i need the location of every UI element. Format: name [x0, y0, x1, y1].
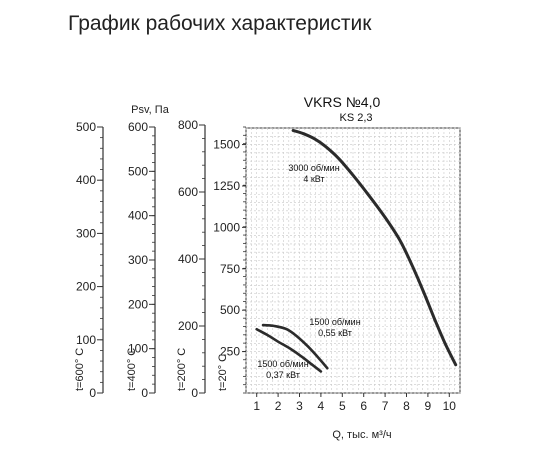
x-tick-label: 6 — [360, 399, 367, 413]
temp-axis-label: t=600° C — [74, 348, 86, 391]
series-label: 3000 об/мин — [288, 163, 339, 173]
series-label: 1500 об/мин — [309, 317, 360, 327]
temp-axis-tick-label: 100 — [128, 342, 148, 356]
y-axis-title: Psv, Па — [131, 104, 170, 116]
series-label: 0,55 кВт — [318, 328, 352, 338]
temp-axis-label: t=200° C — [176, 348, 188, 391]
temp-axis-tick-label: 300 — [76, 226, 96, 240]
temp-axis-tick-label: 400 — [76, 173, 96, 187]
y-tick-label: 750 — [220, 262, 240, 276]
x-tick-label: 8 — [403, 399, 410, 413]
series-line — [261, 323, 329, 370]
x-axis-title: Q, тыс. м³/ч — [332, 429, 391, 441]
series-label: 4 кВт — [303, 174, 324, 184]
y-tick-label: 1500 — [213, 138, 240, 152]
y-tick-label: 1250 — [213, 179, 240, 193]
temp-axis-tick-label: 200 — [76, 280, 96, 294]
temp-axis-tick-label: 0 — [191, 386, 198, 400]
series-label: 1500 об/мин — [257, 359, 308, 369]
x-tick-label: 7 — [382, 399, 389, 413]
x-tick-label: 4 — [318, 399, 325, 413]
series-line — [291, 129, 458, 367]
temp-axis-tick-label: 400 — [128, 209, 148, 223]
temp-axis-label: t=400° C — [126, 348, 138, 391]
x-tick-label: 5 — [339, 399, 346, 413]
x-tick-label: 1 — [253, 399, 260, 413]
temp-axis-tick-label: 600 — [128, 120, 148, 134]
temp-axis-tick-label: 500 — [128, 164, 148, 178]
x-tick-label: 10 — [443, 399, 457, 413]
series-label: 0,37 кВт — [266, 370, 300, 380]
chart-title: VKRS №4,0 — [304, 94, 381, 110]
chart-subtitle: KS 2,3 — [339, 112, 372, 124]
temp-axis-tick-label: 500 — [76, 120, 96, 134]
temp-axis-tick-label: 600 — [178, 185, 198, 199]
page-title: График рабочих характеристик — [68, 12, 372, 35]
temp-axis-tick-label: 800 — [178, 118, 198, 132]
temp-axis-tick-label: 300 — [128, 253, 148, 267]
series-line — [255, 327, 323, 373]
y-tick-label: 500 — [220, 303, 240, 317]
y-tick-label: 1000 — [213, 220, 240, 234]
y-tick-label: 250 — [220, 345, 240, 359]
x-tick-label: 9 — [425, 399, 432, 413]
temp-axis-tick-label: 100 — [76, 333, 96, 347]
temp-axis-tick-label: 200 — [178, 319, 198, 333]
x-tick-label: 3 — [296, 399, 303, 413]
temp-axis-tick-label: 0 — [141, 386, 148, 400]
temp-axis-tick-label: 200 — [128, 297, 148, 311]
temp-axis-tick-label: 400 — [178, 252, 198, 266]
x-tick-label: 2 — [275, 399, 282, 413]
temp-axis-label: t=20° C — [217, 354, 229, 391]
temp-axis-tick-label: 0 — [89, 386, 96, 400]
